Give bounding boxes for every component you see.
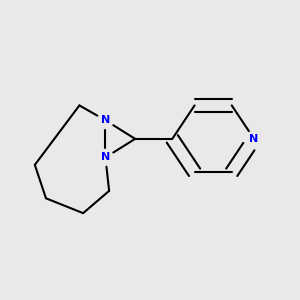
Text: N: N: [101, 115, 110, 125]
Text: N: N: [101, 152, 110, 162]
Text: N: N: [249, 134, 259, 144]
